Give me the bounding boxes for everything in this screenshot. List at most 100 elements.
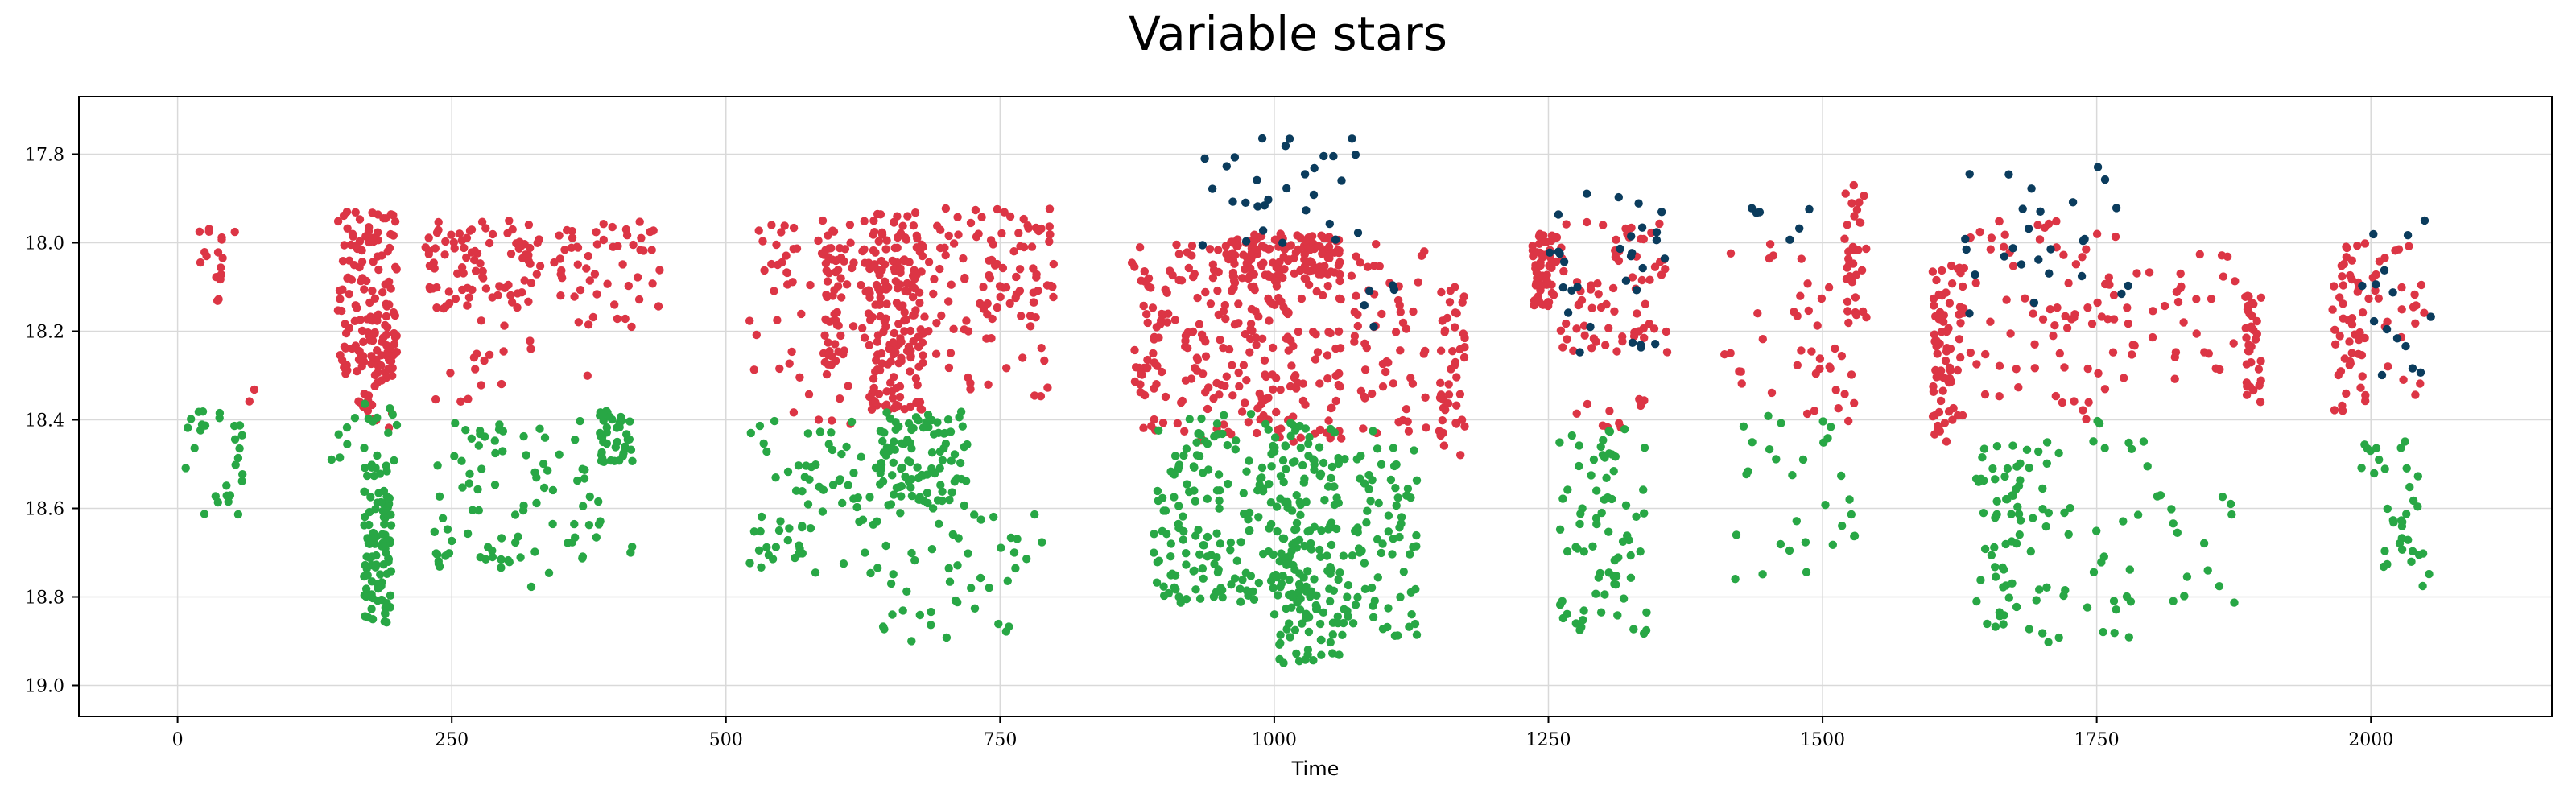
series-0-points <box>195 180 2429 460</box>
data-point <box>1244 258 1253 267</box>
data-point <box>1140 277 1150 286</box>
data-point <box>1170 316 1180 324</box>
data-point <box>1930 301 1938 310</box>
data-point <box>1532 268 1542 278</box>
data-point <box>1030 391 1039 400</box>
data-point <box>1421 393 1430 402</box>
data-point <box>336 453 345 462</box>
data-point <box>1389 444 1398 452</box>
data-point <box>1339 551 1348 560</box>
data-point <box>1351 601 1360 609</box>
data-point <box>350 414 360 423</box>
data-point <box>891 425 900 434</box>
data-point <box>1831 344 1839 353</box>
data-point <box>556 270 565 279</box>
data-point <box>378 506 387 515</box>
data-point <box>488 552 497 562</box>
data-point <box>2409 496 2418 506</box>
data-point <box>222 491 231 500</box>
data-point <box>451 295 460 303</box>
data-point <box>914 342 923 352</box>
data-point <box>1596 442 1605 452</box>
data-point <box>544 568 554 577</box>
data-point <box>2369 316 2379 326</box>
data-point <box>2066 503 2074 513</box>
data-point <box>1444 380 1453 389</box>
data-point <box>1972 360 1981 369</box>
data-point <box>913 463 922 472</box>
data-point <box>480 356 489 365</box>
data-point <box>1182 444 1191 453</box>
data-point <box>1626 573 1636 582</box>
data-point <box>964 373 972 382</box>
data-point <box>1267 462 1276 471</box>
data-point <box>1143 363 1152 373</box>
data-point <box>1289 341 1298 351</box>
data-point <box>485 238 494 248</box>
data-point <box>490 481 500 489</box>
data-point <box>917 405 927 414</box>
data-point <box>791 553 799 563</box>
data-point <box>424 246 434 256</box>
data-point <box>979 283 988 291</box>
data-point <box>757 563 766 572</box>
data-point <box>1403 484 1413 493</box>
data-point <box>1744 467 1752 476</box>
data-point <box>621 314 630 324</box>
data-point <box>2227 510 2236 519</box>
data-point <box>431 394 440 404</box>
data-point <box>911 413 921 422</box>
data-point <box>1199 574 1208 583</box>
data-point <box>1187 242 1197 250</box>
data-point <box>947 488 956 497</box>
data-point <box>1220 300 1230 310</box>
data-point <box>788 278 797 287</box>
data-point <box>872 356 881 365</box>
data-point <box>446 369 455 378</box>
data-point <box>947 456 956 465</box>
data-point <box>1257 260 1266 269</box>
data-point <box>1014 229 1023 237</box>
data-point <box>1532 248 1542 257</box>
data-point <box>1290 254 1298 263</box>
x-tick-label: 2000 <box>2348 730 2393 750</box>
data-point <box>1348 134 1356 143</box>
data-point <box>1942 347 1951 356</box>
data-point <box>881 401 890 411</box>
data-point <box>1214 565 1223 574</box>
data-point <box>821 246 830 254</box>
data-point <box>1788 471 1797 480</box>
data-point <box>510 510 520 519</box>
data-point <box>888 394 898 402</box>
data-point <box>1597 508 1606 518</box>
data-point <box>497 555 506 564</box>
data-point <box>1017 312 1026 320</box>
data-point <box>2405 242 2413 250</box>
data-point <box>1158 526 1167 535</box>
data-point <box>878 436 887 446</box>
data-point <box>936 481 945 489</box>
data-point <box>2012 602 2021 612</box>
data-point <box>1611 452 1620 461</box>
data-point <box>1148 303 1158 312</box>
data-point <box>2035 585 2044 594</box>
data-point <box>1538 281 1546 290</box>
data-point <box>1995 392 2004 401</box>
data-point <box>1208 274 1218 283</box>
data-point <box>1612 347 1621 356</box>
data-point <box>1200 154 1209 163</box>
data-point <box>1162 288 1171 297</box>
data-point <box>976 573 985 583</box>
data-point <box>1142 310 1151 319</box>
data-point <box>1183 480 1191 489</box>
data-point <box>1634 327 1644 336</box>
data-point <box>914 473 923 483</box>
data-point <box>477 464 486 473</box>
data-point <box>993 204 1002 214</box>
data-point <box>1310 163 1319 173</box>
data-point <box>1395 532 1404 542</box>
data-point <box>361 612 369 621</box>
data-point <box>2369 229 2378 239</box>
data-point <box>893 284 902 293</box>
data-point <box>592 533 601 542</box>
